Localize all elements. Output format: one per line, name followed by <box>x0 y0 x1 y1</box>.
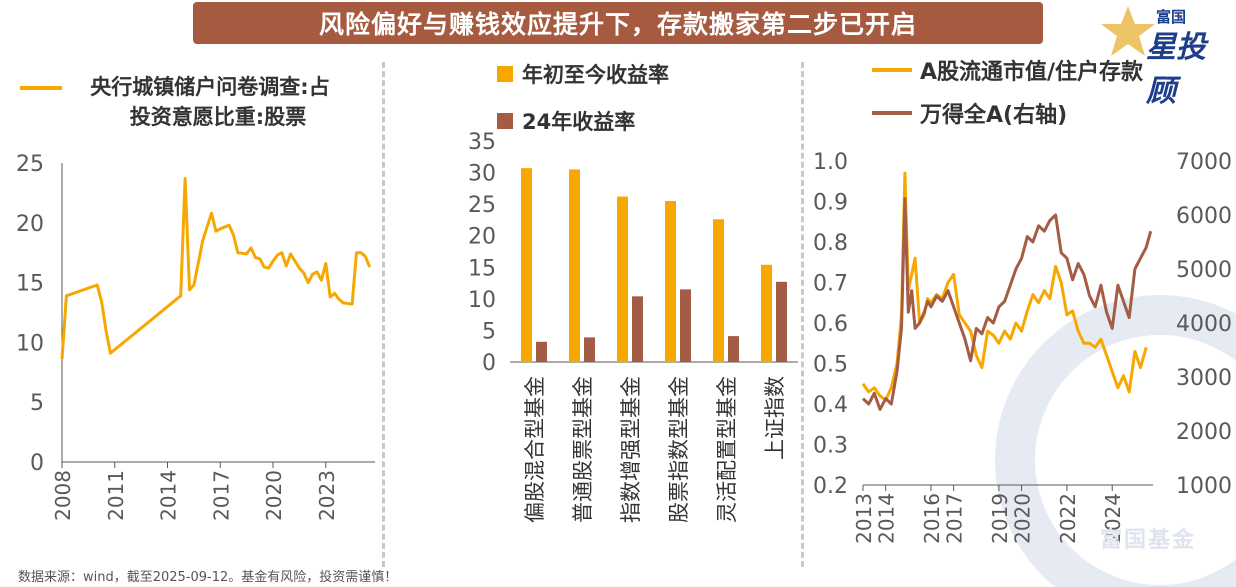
bar-ytd <box>761 264 772 362</box>
watermark-ring <box>995 295 1236 587</box>
watermark-text: 富国基金 <box>1100 528 1197 553</box>
series-line-wind-a <box>861 197 1153 411</box>
y-right-tick-label: 3000 <box>1176 366 1232 391</box>
y-tick-label: 0 <box>482 351 496 376</box>
bar-2024 <box>632 296 643 362</box>
legend-label-ytd: 年初至今收益率 <box>522 63 669 87</box>
legend-label-ratio: A股流通市值/住户存款 <box>920 59 1144 85</box>
category-label: 指数增强型基金 <box>619 376 643 523</box>
x-tick-label: 2020 <box>262 470 286 521</box>
y-tick-label: 5 <box>482 319 496 344</box>
series-line-survey <box>60 177 372 360</box>
y-tick-label: 20 <box>468 225 496 250</box>
star-icon <box>1101 6 1155 56</box>
y-tick-label: 15 <box>468 256 496 281</box>
legend-label-survey-line2: 投资意愿比重:股票 <box>130 105 306 129</box>
y-tick-label: 20 <box>16 212 44 237</box>
y-left-tick-label: 0.3 <box>813 434 848 459</box>
y-tick-label: 10 <box>468 288 496 313</box>
category-label: 灵活配置型基金 <box>715 376 739 523</box>
y-left-tick-label: 1.0 <box>813 150 848 175</box>
y-tick-label: 30 <box>468 162 496 187</box>
y-left-tick-label: 0.7 <box>813 272 848 297</box>
data-source-note: 数据来源：wind，截至2025-09-12。基金有风险，投资需谨慎！ <box>18 570 398 585</box>
y-tick-label: 15 <box>16 272 44 297</box>
y-tick-label: 0 <box>30 451 44 476</box>
y-right-tick-label: 2000 <box>1176 420 1232 445</box>
bar-2024 <box>536 341 547 362</box>
x-tick-label: 2017 <box>943 493 967 544</box>
y-right-tick-label: 5000 <box>1176 258 1232 283</box>
y-left-tick-label: 0.8 <box>813 231 848 256</box>
x-tick-label: 2017 <box>209 470 233 521</box>
bar-ytd <box>521 168 532 362</box>
x-tick-label: 2023 <box>315 470 339 521</box>
divider-left <box>382 62 385 567</box>
x-tick-label: 2014 <box>157 470 181 521</box>
y-tick-label: 10 <box>16 331 44 356</box>
y-left-tick-label: 0.6 <box>813 312 848 337</box>
divider-right <box>801 62 804 567</box>
logo-main-text: 星投顾 <box>1146 30 1206 109</box>
chart-fund-returns: 年初至今收益率 24年收益率 0 5 10 15 20 25 30 35 偏股混合型基金 普通股… <box>468 63 798 523</box>
x-tick-label: 2008 <box>51 470 75 521</box>
y-tick-label: 25 <box>16 152 44 177</box>
x-tick-label: 2013 <box>852 493 876 544</box>
bar-ytd <box>617 196 628 362</box>
x-tick-label: 2019 <box>988 493 1012 544</box>
bar-2024 <box>584 337 595 362</box>
brand-logo: 富国 星投顾 <box>1098 2 1228 109</box>
bar-2024 <box>728 336 739 362</box>
x-tick-label: 2020 <box>1011 493 1035 544</box>
legend-label-survey-line1: 央行城镇储户问卷调查:占 <box>90 75 329 99</box>
y-right-tick-label: 1000 <box>1176 474 1232 499</box>
category-label: 偏股混合型基金 <box>523 376 547 523</box>
y-left-tick-label: 0.4 <box>813 393 848 418</box>
y-right-tick-label: 4000 <box>1176 312 1232 337</box>
y-tick-label: 25 <box>468 193 496 218</box>
x-tick-label: 2024 <box>1101 493 1125 544</box>
x-tick-label: 2016 <box>920 493 944 544</box>
chart-survey: 央行城镇储户问卷调查:占 投资意愿比重:股票 0 5 10 15 20 25 2008 201… <box>16 75 375 521</box>
x-tick-label: 2011 <box>104 470 128 521</box>
logo-top-text: 富国 <box>1156 8 1187 26</box>
y-tick-label: 5 <box>30 391 44 416</box>
y-left-tick-label: 0.5 <box>813 353 848 378</box>
category-label: 股票指数型基金 <box>667 376 691 523</box>
y-right-tick-label: 6000 <box>1176 204 1232 229</box>
y-left-tick-label: 0.2 <box>813 474 848 499</box>
x-tick-label: 2022 <box>1056 493 1080 544</box>
y-right-tick-label: 7000 <box>1176 150 1232 175</box>
page-title: 风险偏好与赚钱效应提升下，存款搬家第二步已开启 <box>193 2 1043 44</box>
legend-swatch-2024 <box>497 113 513 129</box>
y-left-tick-label: 0.9 <box>813 191 848 216</box>
bar-ytd <box>713 219 724 362</box>
category-label: 上证指数 <box>763 376 787 460</box>
y-tick-label: 35 <box>468 130 496 155</box>
legend-label-wind-a: 万得全A(右轴) <box>919 102 1067 128</box>
category-label: 普通股票型基金 <box>571 376 595 523</box>
bar-2024 <box>776 281 787 362</box>
bar-2024 <box>680 289 691 362</box>
chart-marketcap-deposits: A股流通市值/住户存款 万得全A(右轴) 0.2 0.3 0.4 0.5 0.6 0.7 0… <box>813 59 1232 544</box>
bar-ytd <box>665 200 676 362</box>
x-tick-label: 2014 <box>875 493 899 544</box>
legend-label-2024: 24年收益率 <box>522 110 635 134</box>
bar-ytd <box>569 169 580 362</box>
legend-swatch-ytd <box>497 66 513 82</box>
